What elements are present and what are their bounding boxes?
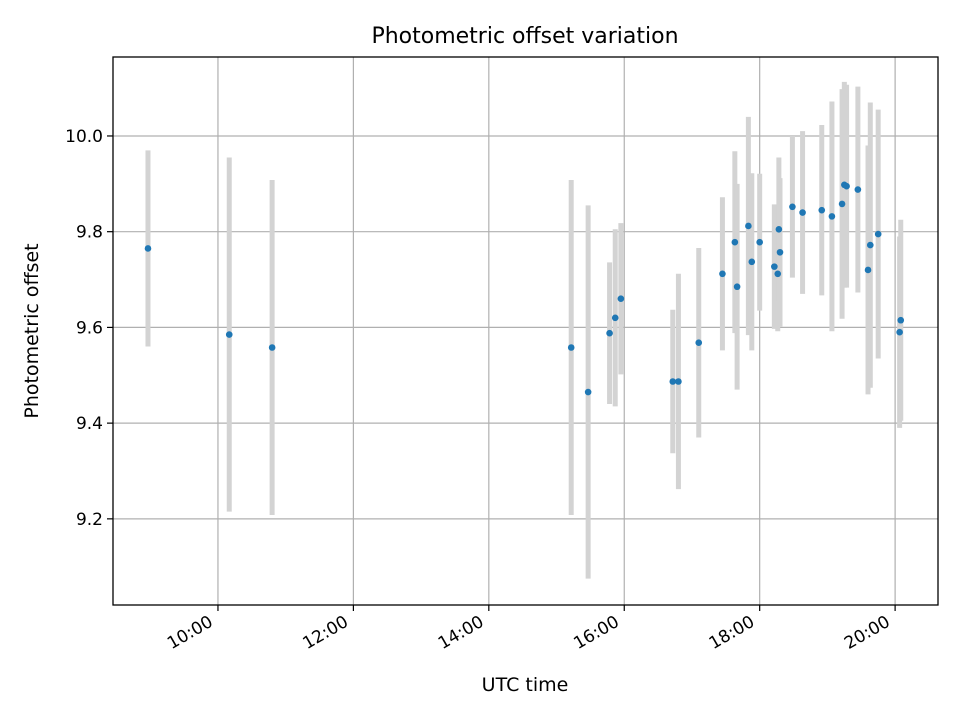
data-point <box>144 245 152 252</box>
data-point <box>675 378 682 385</box>
data-point <box>818 206 826 214</box>
data-point <box>843 182 850 190</box>
chart-title: Photometric offset variation <box>371 24 678 49</box>
y-tick-label: 9.2 <box>76 510 103 530</box>
data-point <box>567 344 575 351</box>
y-tick-label: 9.6 <box>76 318 103 338</box>
data-point <box>896 328 903 336</box>
data-point <box>756 238 763 246</box>
data-point <box>225 331 233 338</box>
data-point <box>864 266 872 274</box>
data-point <box>897 316 905 324</box>
data-point <box>606 329 613 337</box>
data-point <box>268 344 276 351</box>
y-tick-label: 10.0 <box>65 127 103 147</box>
data-point <box>874 230 882 238</box>
data-point <box>611 314 619 322</box>
data-point <box>866 241 874 249</box>
data-point <box>775 225 783 233</box>
data-point <box>695 339 703 347</box>
data-point <box>838 200 846 208</box>
plot-frame <box>112 56 939 606</box>
data-point <box>828 213 836 220</box>
data-point <box>733 283 741 291</box>
y-tick-label: 9.8 <box>76 223 103 243</box>
data-point <box>584 388 592 396</box>
data-point <box>854 186 862 193</box>
data-point <box>731 238 739 246</box>
data-point <box>745 222 752 230</box>
y-tick-label: 9.4 <box>76 414 103 434</box>
data-point <box>719 270 726 278</box>
data-point <box>748 258 756 266</box>
data-point <box>776 248 784 256</box>
data-point <box>774 270 782 278</box>
x-axis-label: UTC time <box>482 674 569 696</box>
y-axis-ticks: 9.2 9.4 9.6 9.8 10.0 <box>65 127 113 530</box>
data-point <box>789 203 796 211</box>
data-point <box>669 378 677 385</box>
data-point <box>771 263 778 270</box>
y-axis-label: Photometric offset <box>21 243 43 418</box>
data-point <box>799 209 806 216</box>
data-points <box>144 181 905 396</box>
data-point <box>617 295 625 302</box>
